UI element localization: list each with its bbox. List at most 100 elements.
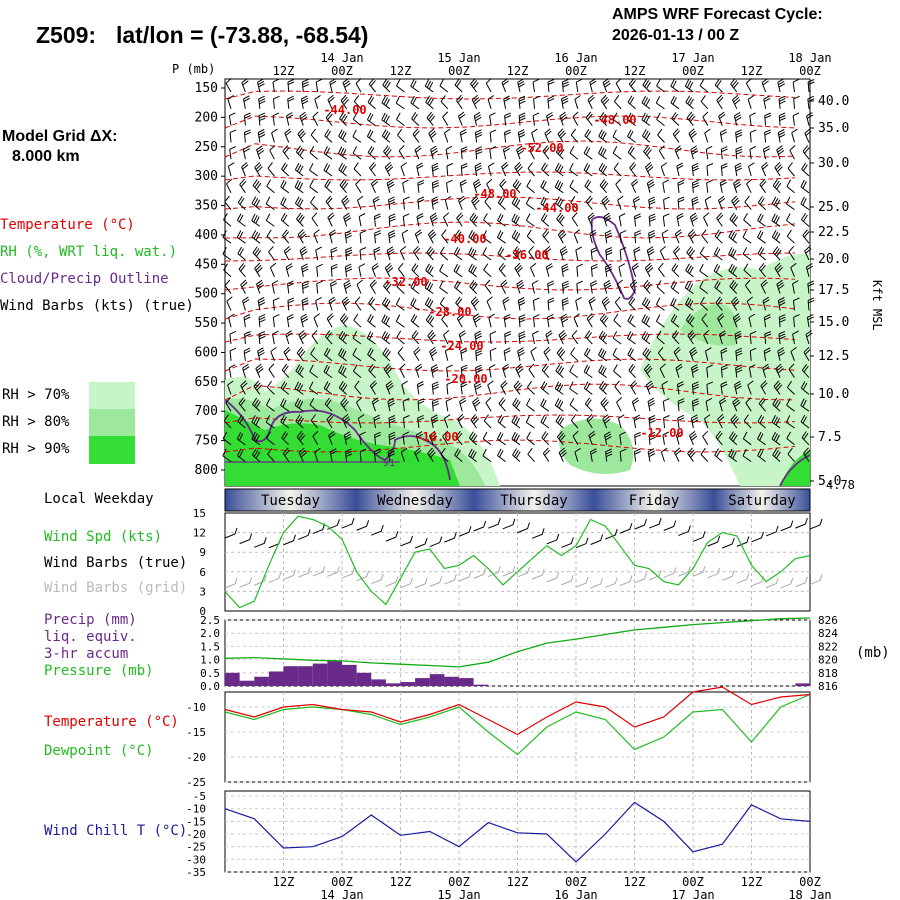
wind-barb bbox=[366, 129, 376, 143]
precip-tick-label: 2.0 bbox=[200, 627, 220, 640]
wind-barb bbox=[226, 178, 233, 194]
wind-barb bbox=[691, 364, 699, 378]
wind-barb bbox=[573, 229, 580, 244]
wind-barb bbox=[294, 196, 304, 210]
wind-barb bbox=[647, 448, 656, 462]
wind-barb bbox=[706, 381, 714, 395]
wind-barb bbox=[516, 145, 525, 160]
wind-barb bbox=[643, 363, 653, 378]
wind-barb bbox=[540, 196, 550, 211]
pressure-tick-label: 150 bbox=[195, 81, 218, 96]
wind-barb bbox=[460, 347, 468, 361]
wind-barb bbox=[338, 129, 347, 143]
grid-wind-barb bbox=[605, 577, 618, 588]
wind-barb bbox=[353, 95, 362, 110]
wind-barb bbox=[397, 346, 405, 362]
precip-bar bbox=[239, 680, 255, 686]
wind-barb bbox=[558, 447, 567, 462]
wind-barb bbox=[762, 145, 771, 160]
wind-barb bbox=[773, 380, 783, 395]
wind-barb bbox=[778, 314, 786, 328]
wind-barb bbox=[381, 112, 391, 127]
wind-barb bbox=[388, 230, 396, 244]
wind-barb bbox=[445, 145, 453, 160]
wind-barb bbox=[719, 128, 727, 143]
wind-barb bbox=[540, 381, 550, 395]
wind-barb bbox=[598, 146, 607, 160]
wind-barb bbox=[787, 162, 795, 177]
wind-barb bbox=[429, 346, 438, 361]
wind-barb bbox=[732, 94, 741, 110]
legend-rh70-label: RH > 70% bbox=[2, 387, 70, 403]
rh90-swatch bbox=[89, 436, 135, 464]
wind-barb bbox=[529, 145, 536, 160]
wind-barb bbox=[373, 414, 381, 429]
wind-barb bbox=[691, 398, 700, 412]
wind-barb bbox=[269, 145, 276, 160]
isotherm-label: -12.00 bbox=[640, 426, 683, 440]
wind-barb bbox=[728, 448, 738, 463]
height-tick-label: 7.5 bbox=[818, 430, 841, 445]
true-wind-barb bbox=[473, 520, 487, 532]
precip-bar bbox=[795, 683, 810, 686]
wind-barb bbox=[287, 95, 295, 109]
wind-barb bbox=[700, 447, 709, 462]
wind-barb bbox=[470, 296, 480, 311]
wind-barb bbox=[616, 279, 623, 294]
label-wind-barbs-true: Wind Barbs (true) bbox=[44, 555, 188, 571]
legend-rh: RH (%, WRT liq. wat.) bbox=[0, 244, 178, 260]
wind-barb bbox=[569, 364, 579, 378]
wind-barb bbox=[222, 246, 232, 261]
wind-barb bbox=[489, 330, 497, 345]
top-date-label: 16 Jan bbox=[554, 51, 597, 65]
pressure-tick-label: 600 bbox=[195, 345, 218, 360]
isotherm-line bbox=[224, 171, 796, 181]
temp-tick-label: -15 bbox=[186, 726, 206, 739]
true-wind-barb bbox=[254, 537, 267, 548]
wind-barb bbox=[805, 330, 813, 345]
windspd-tick-label: 3 bbox=[199, 585, 206, 598]
wind-barb bbox=[518, 330, 526, 345]
wind-barb bbox=[280, 398, 290, 412]
label-wind-barbs-grid: Wind Barbs (grid) bbox=[44, 580, 188, 596]
wind-barb bbox=[396, 330, 405, 345]
wind-barb bbox=[658, 145, 665, 160]
wind-barb bbox=[282, 229, 290, 244]
wind-barb bbox=[499, 178, 507, 194]
wind-barb bbox=[444, 128, 451, 143]
top-hour-label: 12Z bbox=[390, 64, 412, 78]
wind-barb bbox=[369, 279, 377, 294]
wind-barb bbox=[430, 145, 439, 160]
wind-barb bbox=[660, 447, 668, 462]
wind-barb bbox=[777, 129, 786, 143]
wind-barb bbox=[749, 112, 756, 126]
wind-barb bbox=[701, 313, 709, 328]
wind-barb bbox=[323, 347, 333, 362]
grid-wind-barb bbox=[692, 566, 706, 577]
wind-barb bbox=[569, 381, 579, 395]
grid-wind-barb bbox=[488, 566, 501, 577]
wind-barb bbox=[265, 213, 275, 227]
wind-barb bbox=[244, 112, 251, 126]
precip-bar bbox=[298, 666, 313, 686]
wind-barb bbox=[662, 179, 669, 193]
wind-barb bbox=[415, 431, 423, 445]
grid-wind-barb bbox=[224, 577, 238, 589]
wind-barb bbox=[562, 280, 570, 294]
wind-barb bbox=[658, 262, 665, 278]
isotherm-line bbox=[224, 333, 796, 343]
wind-barb bbox=[615, 178, 622, 194]
wind-barb bbox=[662, 213, 670, 227]
wind-barb bbox=[416, 213, 424, 227]
wind-barb bbox=[412, 245, 421, 261]
wind-barb bbox=[746, 296, 754, 311]
pressure-tick-label: 700 bbox=[195, 404, 218, 419]
wind-barb bbox=[631, 262, 639, 277]
wind-barb bbox=[489, 129, 497, 143]
pressure-tick-label: 400 bbox=[195, 228, 218, 243]
wind-barb bbox=[355, 178, 362, 194]
wind-barb bbox=[314, 447, 321, 462]
wind-barb bbox=[401, 380, 408, 395]
weekday-label: Tuesday bbox=[261, 493, 320, 509]
wind-barb bbox=[295, 364, 304, 378]
